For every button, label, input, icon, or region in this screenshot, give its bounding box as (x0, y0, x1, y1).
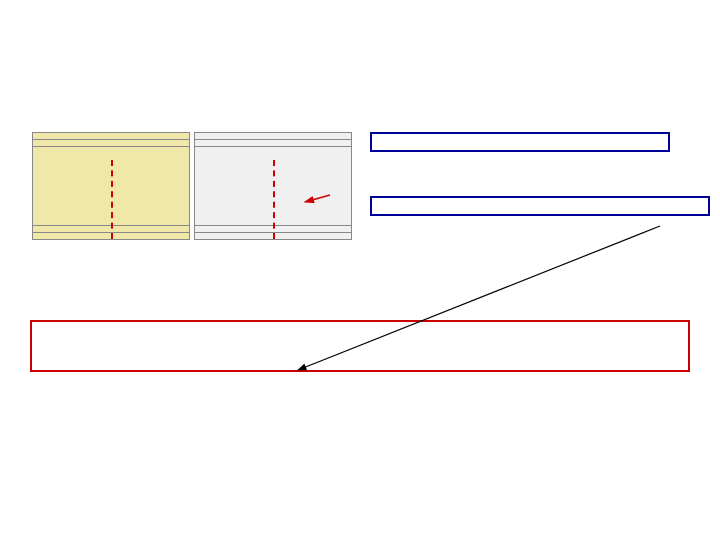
money-supply-box (30, 320, 690, 372)
reserve-requirement-box (370, 132, 670, 152)
money-multiplier-box (370, 196, 710, 216)
bank-table-second (194, 132, 352, 240)
bank2-assets-col (195, 140, 273, 239)
bank1-header (33, 133, 189, 140)
bank2-assets-header (195, 140, 273, 147)
bank2-liab-col (273, 140, 351, 239)
bank2-liab-header (273, 140, 351, 147)
bank1-assets-col (33, 140, 111, 239)
arrow-line (0, 0, 720, 540)
bank1-assets-header (33, 140, 111, 147)
bank1-divider (111, 160, 113, 239)
bank-tables-container (32, 132, 352, 240)
bank2-divider (273, 160, 275, 239)
bank1-liab-col (111, 140, 189, 239)
bank2-header (195, 133, 351, 140)
bank-table-first (32, 132, 190, 240)
bank1-liab-header (111, 140, 189, 147)
